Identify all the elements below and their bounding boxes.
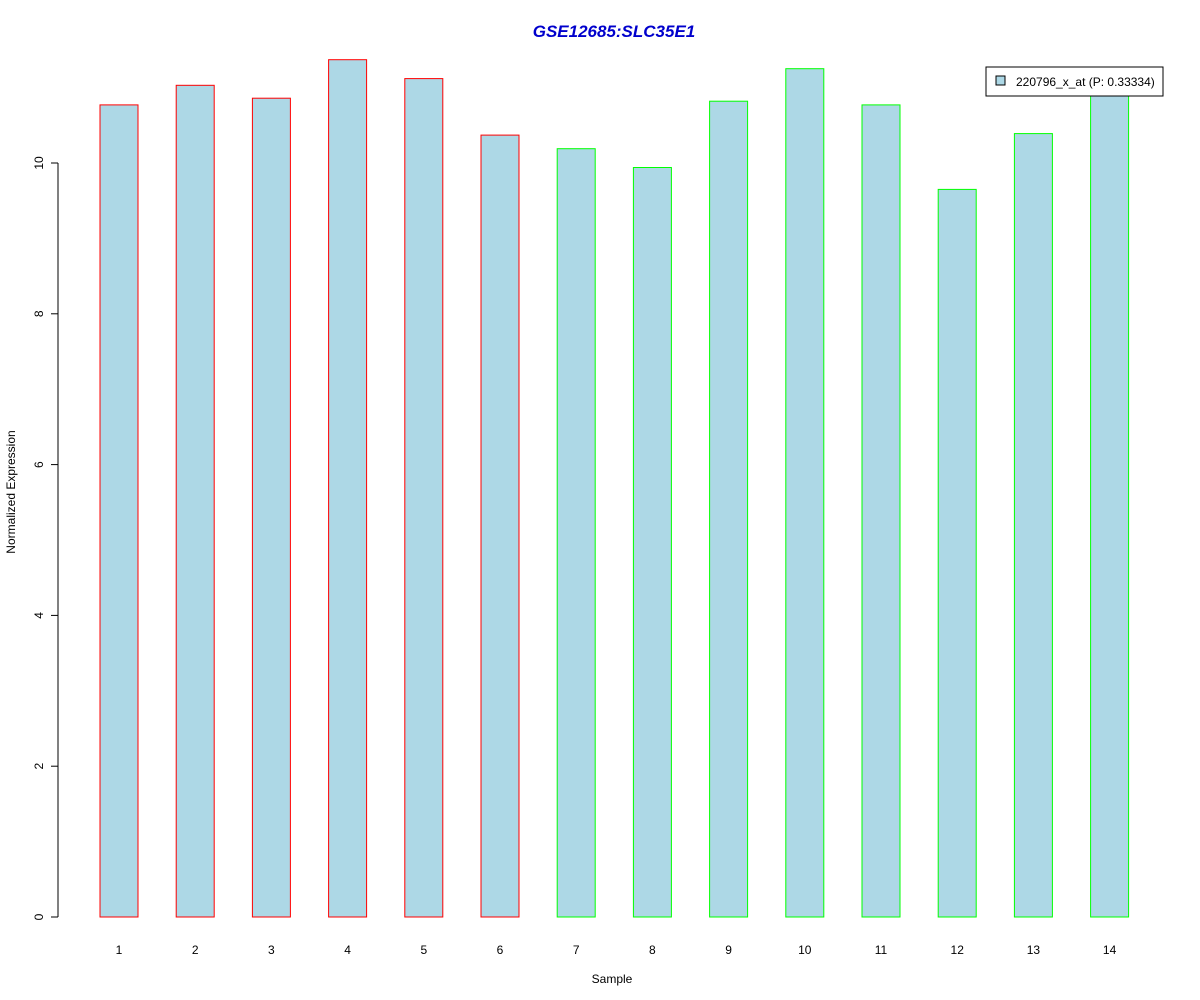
x-tick-label: 14: [1103, 943, 1117, 957]
legend: 220796_x_at (P: 0.33334): [985, 66, 1164, 97]
x-tick-label: 7: [573, 943, 580, 957]
bar-sample-14: [1090, 89, 1130, 918]
bar-sample-4: [328, 59, 368, 918]
y-tick-label: 8: [32, 310, 46, 317]
y-axis-label: Normalized Expression: [4, 430, 18, 553]
bar-sample-6: [480, 134, 520, 918]
x-tick-labels: 1 2 3 4 5 6 7 8 9 10 11 12 13 14: [116, 943, 1117, 957]
x-tick-label: 6: [497, 943, 504, 957]
x-tick-label: 5: [420, 943, 427, 957]
x-tick-label: 4: [344, 943, 351, 957]
bar-sample-3: [251, 97, 291, 918]
y-tick-label: 6: [32, 461, 46, 468]
bar-sample-13: [1013, 133, 1053, 918]
y-tick-label: 2: [32, 763, 46, 770]
x-tick-label: 12: [951, 943, 965, 957]
x-tick-label: 11: [875, 943, 888, 957]
x-tick-label: 3: [268, 943, 275, 957]
x-tick-label: 9: [725, 943, 732, 957]
x-tick-label: 1: [116, 943, 123, 957]
bar-sample-1: [99, 104, 139, 918]
bar-sample-11: [861, 104, 901, 918]
bars: [99, 59, 1130, 918]
y-tick-label: 0: [32, 913, 46, 920]
legend-box: [985, 66, 1164, 97]
chart-title: GSE12685:SLC35E1: [533, 22, 696, 41]
x-tick-label: 2: [192, 943, 199, 957]
bar-sample-7: [556, 148, 596, 918]
bar-sample-2: [175, 84, 215, 918]
bar-sample-12: [937, 188, 977, 918]
bar-sample-9: [709, 100, 749, 918]
x-tick-label: 8: [649, 943, 656, 957]
y-tick-label: 4: [32, 612, 46, 619]
y-axis: 0 2 4 6 8 10: [32, 156, 59, 920]
bar-sample-10: [785, 68, 825, 918]
bar-sample-8: [632, 167, 672, 918]
x-axis-label: Sample: [592, 972, 633, 986]
bar-sample-5: [404, 78, 444, 918]
x-tick-label: 10: [798, 943, 812, 957]
y-tick-label: 10: [32, 156, 46, 170]
legend-label: 220796_x_at (P: 0.33334): [1016, 75, 1155, 89]
x-tick-label: 13: [1027, 943, 1041, 957]
legend-swatch: [995, 75, 1006, 86]
